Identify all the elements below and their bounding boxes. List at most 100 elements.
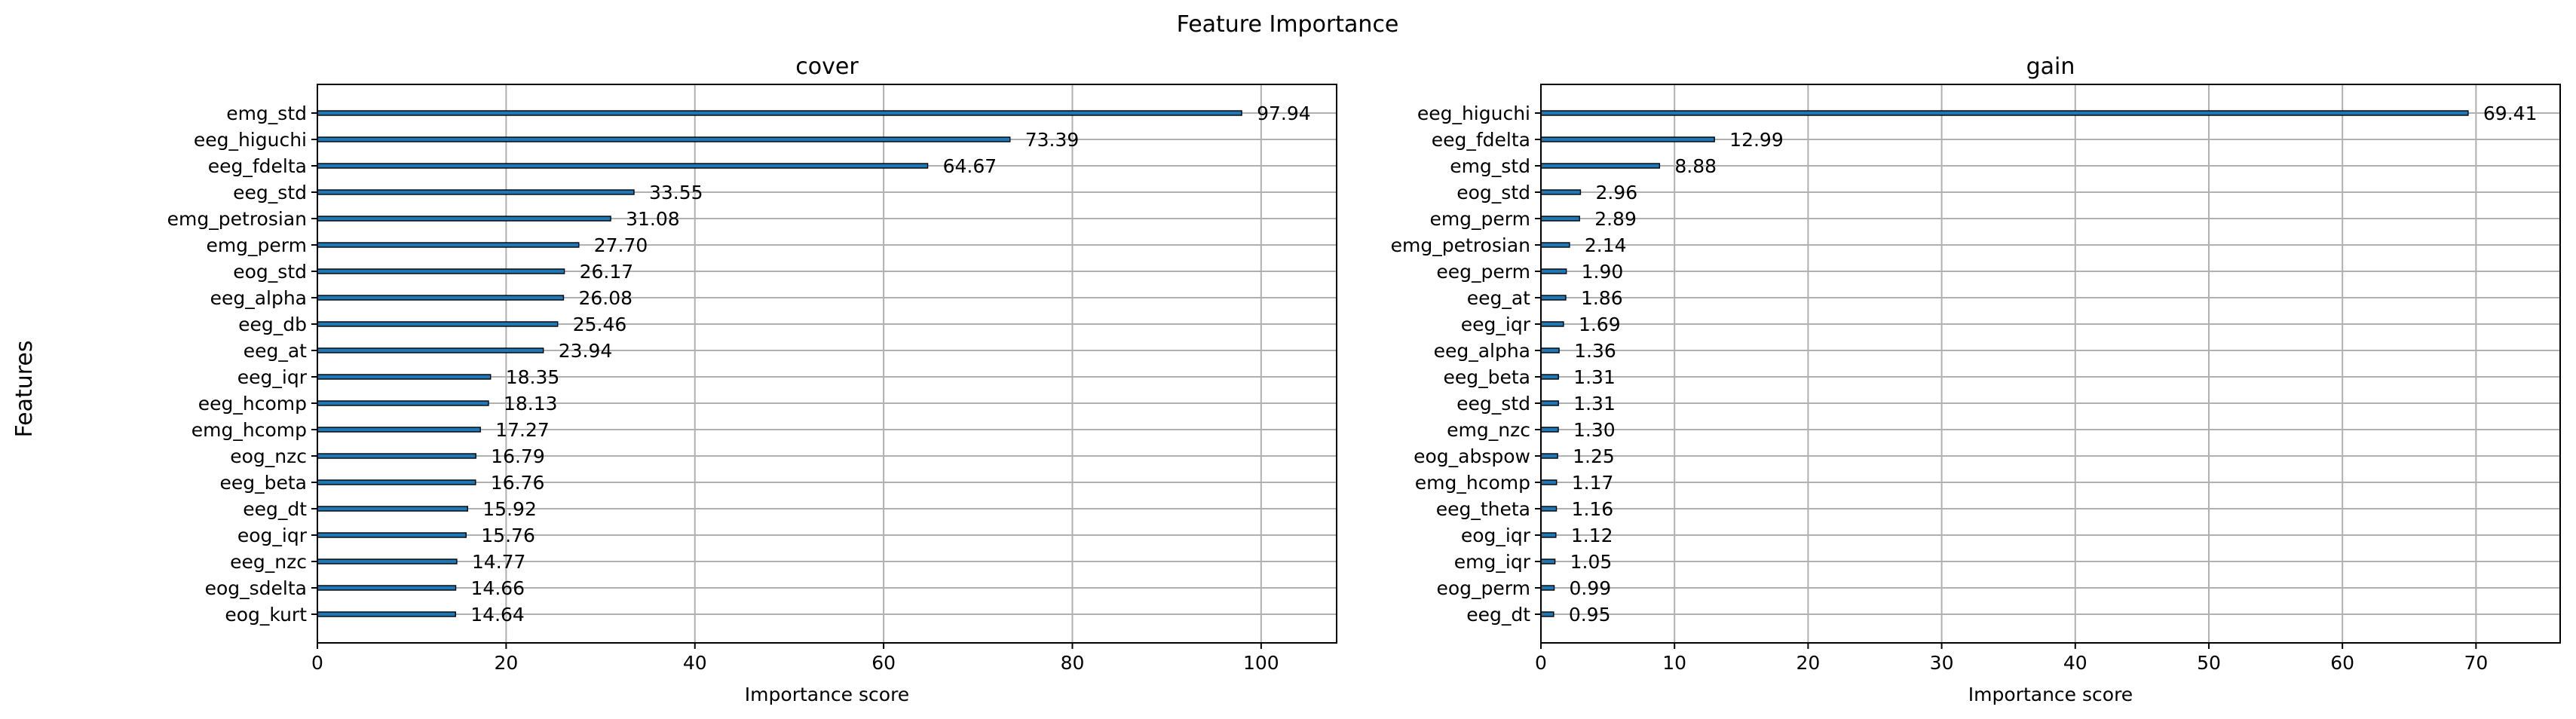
cover-xlabel: Importance score bbox=[745, 684, 909, 705]
gain-bar-emg_petrosian bbox=[1540, 242, 1570, 248]
cover-bar-eeg_std bbox=[317, 189, 635, 195]
gain-bar-eeg_higuchi bbox=[1540, 110, 2469, 116]
cover-bar-eeg_dt bbox=[317, 506, 468, 512]
cover-bar-eeg_hcomp bbox=[317, 400, 489, 406]
cover-bar-eog_iqr bbox=[317, 532, 467, 538]
cover-panel: 0 20 40 60 80 100 97.94 emg_std 73.39 eeg_higuchi… bbox=[167, 54, 1337, 705]
cover-bars bbox=[317, 110, 1242, 617]
cover-category-label-eeg_hcomp: eeg_hcomp bbox=[198, 393, 307, 415]
cover-xtick-label: 80 bbox=[1061, 652, 1085, 674]
cover-category-label-eeg_beta: eeg_beta bbox=[219, 472, 307, 494]
cover-bar-eeg_higuchi bbox=[317, 136, 1011, 142]
gain-bar-eog_std bbox=[1540, 189, 1582, 195]
gain-value-label-eeg_higuchi: 69.41 bbox=[2483, 102, 2538, 124]
cover-value-label-eeg_hcomp: 18.13 bbox=[504, 393, 558, 415]
gain-value-label-emg_petrosian: 2.14 bbox=[1585, 234, 1627, 256]
cover-category-label-emg_petrosian: emg_petrosian bbox=[167, 208, 307, 230]
gain-category-label-emg_hcomp: emg_hcomp bbox=[1415, 472, 1530, 494]
gain-ticks: 0 10 20 30 40 50 60 70 69.41 eeg_higuchi 12.99 eeg_… bbox=[1391, 102, 2538, 674]
figure-ylabel: Features bbox=[11, 341, 38, 438]
gain-bar-eeg_std bbox=[1540, 400, 1559, 406]
cover-value-label-eog_sdelta: 14.66 bbox=[471, 577, 525, 599]
cover-category-label-eog_iqr: eog_iqr bbox=[237, 525, 308, 546]
cover-bar-eeg_alpha bbox=[317, 295, 565, 301]
cover-category-label-eeg_dt: eeg_dt bbox=[243, 498, 307, 520]
cover-category-label-eeg_db: eeg_db bbox=[238, 314, 307, 335]
gain-category-label-eog_std: eog_std bbox=[1456, 182, 1530, 203]
gain-value-label-eog_std: 2.96 bbox=[1595, 182, 1637, 203]
cover-category-label-eeg_std: eeg_std bbox=[233, 182, 307, 203]
gain-bar-eeg_fdelta bbox=[1540, 136, 1715, 142]
cover-category-label-emg_perm: emg_perm bbox=[206, 234, 307, 256]
cover-value-label-emg_petrosian: 31.08 bbox=[626, 208, 680, 230]
gain-bars bbox=[1540, 110, 2469, 617]
cover-value-label-eog_kurt: 14.64 bbox=[470, 604, 525, 626]
gain-bar-emg_perm bbox=[1540, 216, 1580, 222]
gain-bar-eeg_theta bbox=[1540, 506, 1558, 512]
cover-category-label-eog_nzc: eog_nzc bbox=[230, 445, 307, 467]
gain-bar-eog_perm bbox=[1540, 585, 1555, 591]
gain-xlabel: Importance score bbox=[1968, 684, 2133, 705]
gain-value-label-emg_nzc: 1.30 bbox=[1573, 419, 1616, 441]
gain-value-label-emg_perm: 2.89 bbox=[1594, 208, 1637, 230]
gain-bar-emg_std bbox=[1540, 163, 1661, 169]
cover-bar-eeg_nzc bbox=[317, 558, 458, 564]
gain-bar-eeg_dt bbox=[1540, 611, 1554, 617]
cover-value-label-eeg_iqr: 18.35 bbox=[506, 366, 560, 388]
gain-category-label-emg_iqr: emg_iqr bbox=[1454, 551, 1531, 573]
gain-category-label-eeg_theta: eeg_theta bbox=[1436, 498, 1530, 520]
gain-value-label-eog_perm: 0.99 bbox=[1570, 577, 1612, 599]
cover-category-label-eog_sdelta: eog_sdelta bbox=[205, 577, 307, 599]
cover-xtick-label: 20 bbox=[494, 652, 518, 674]
gain-category-label-eog_perm: eog_perm bbox=[1437, 577, 1531, 599]
gain-bar-eeg_at bbox=[1540, 295, 1567, 301]
gain-category-label-eeg_at: eeg_at bbox=[1467, 287, 1530, 309]
cover-bar-eeg_fdelta bbox=[317, 163, 929, 169]
cover-bar-eog_kurt bbox=[317, 611, 456, 617]
cover-value-label-eeg_db: 25.46 bbox=[573, 314, 627, 335]
gain-bar-emg_hcomp bbox=[1540, 479, 1558, 485]
gain-category-label-emg_std: emg_std bbox=[1450, 155, 1530, 177]
gain-value-label-eeg_beta: 1.31 bbox=[1573, 366, 1616, 388]
cover-category-label-eeg_alpha: eeg_alpha bbox=[210, 287, 307, 309]
cover-value-label-emg_hcomp: 17.27 bbox=[495, 419, 550, 441]
gain-category-label-eeg_higuchi: eeg_higuchi bbox=[1417, 102, 1530, 124]
gain-xtick-label: 50 bbox=[2197, 652, 2221, 674]
gain-category-label-eog_abspow: eog_abspow bbox=[1414, 445, 1530, 467]
cover-category-label-eeg_iqr: eeg_iqr bbox=[237, 366, 308, 388]
cover-bar-eeg_beta bbox=[317, 479, 476, 485]
gain-category-label-emg_nzc: emg_nzc bbox=[1447, 419, 1530, 441]
gain-value-label-eeg_iqr: 1.69 bbox=[1579, 314, 1621, 335]
cover-value-label-eeg_nzc: 14.77 bbox=[472, 551, 526, 573]
gain-category-label-eeg_dt: eeg_dt bbox=[1466, 604, 1530, 626]
cover-value-label-eeg_at: 23.94 bbox=[559, 340, 613, 362]
cover-category-label-eeg_fdelta: eeg_fdelta bbox=[208, 155, 307, 177]
cover-xtick-label: 100 bbox=[1243, 652, 1279, 674]
cover-bar-emg_std bbox=[317, 110, 1242, 116]
cover-plot-frame bbox=[317, 84, 1337, 644]
cover-category-label-emg_std: emg_std bbox=[226, 102, 307, 124]
gain-xtick-label: 60 bbox=[2330, 652, 2354, 674]
gain-category-label-eeg_beta: eeg_beta bbox=[1443, 366, 1530, 388]
gain-bar-eeg_perm bbox=[1540, 268, 1567, 274]
cover-value-label-eeg_fdelta: 64.67 bbox=[943, 155, 997, 177]
gain-title: gain bbox=[2026, 54, 2075, 80]
cover-bar-emg_perm bbox=[317, 242, 580, 248]
cover-category-label-eeg_higuchi: eeg_higuchi bbox=[194, 129, 307, 151]
cover-value-label-eeg_std: 33.55 bbox=[649, 182, 703, 203]
cover-bar-eog_nzc bbox=[317, 453, 476, 459]
cover-ticks: 0 20 40 60 80 100 97.94 emg_std 73.39 eeg_higuchi… bbox=[167, 102, 1311, 674]
gain-value-label-eeg_theta: 1.16 bbox=[1572, 498, 1614, 520]
gain-plot-frame bbox=[1540, 84, 2561, 644]
cover-xtick-label: 60 bbox=[871, 652, 896, 674]
cover-bar-eeg_at bbox=[317, 347, 544, 353]
cover-bar-eog_std bbox=[317, 268, 565, 274]
cover-xtick-label: 0 bbox=[311, 652, 323, 674]
cover-value-label-emg_std: 97.94 bbox=[1257, 102, 1311, 124]
cover-category-label-eog_kurt: eog_kurt bbox=[225, 604, 307, 626]
gain-xtick-label: 10 bbox=[1662, 652, 1686, 674]
gain-xtick-label: 40 bbox=[2063, 652, 2087, 674]
cover-xtick-label: 40 bbox=[683, 652, 707, 674]
gain-category-label-eeg_perm: eeg_perm bbox=[1436, 261, 1530, 283]
